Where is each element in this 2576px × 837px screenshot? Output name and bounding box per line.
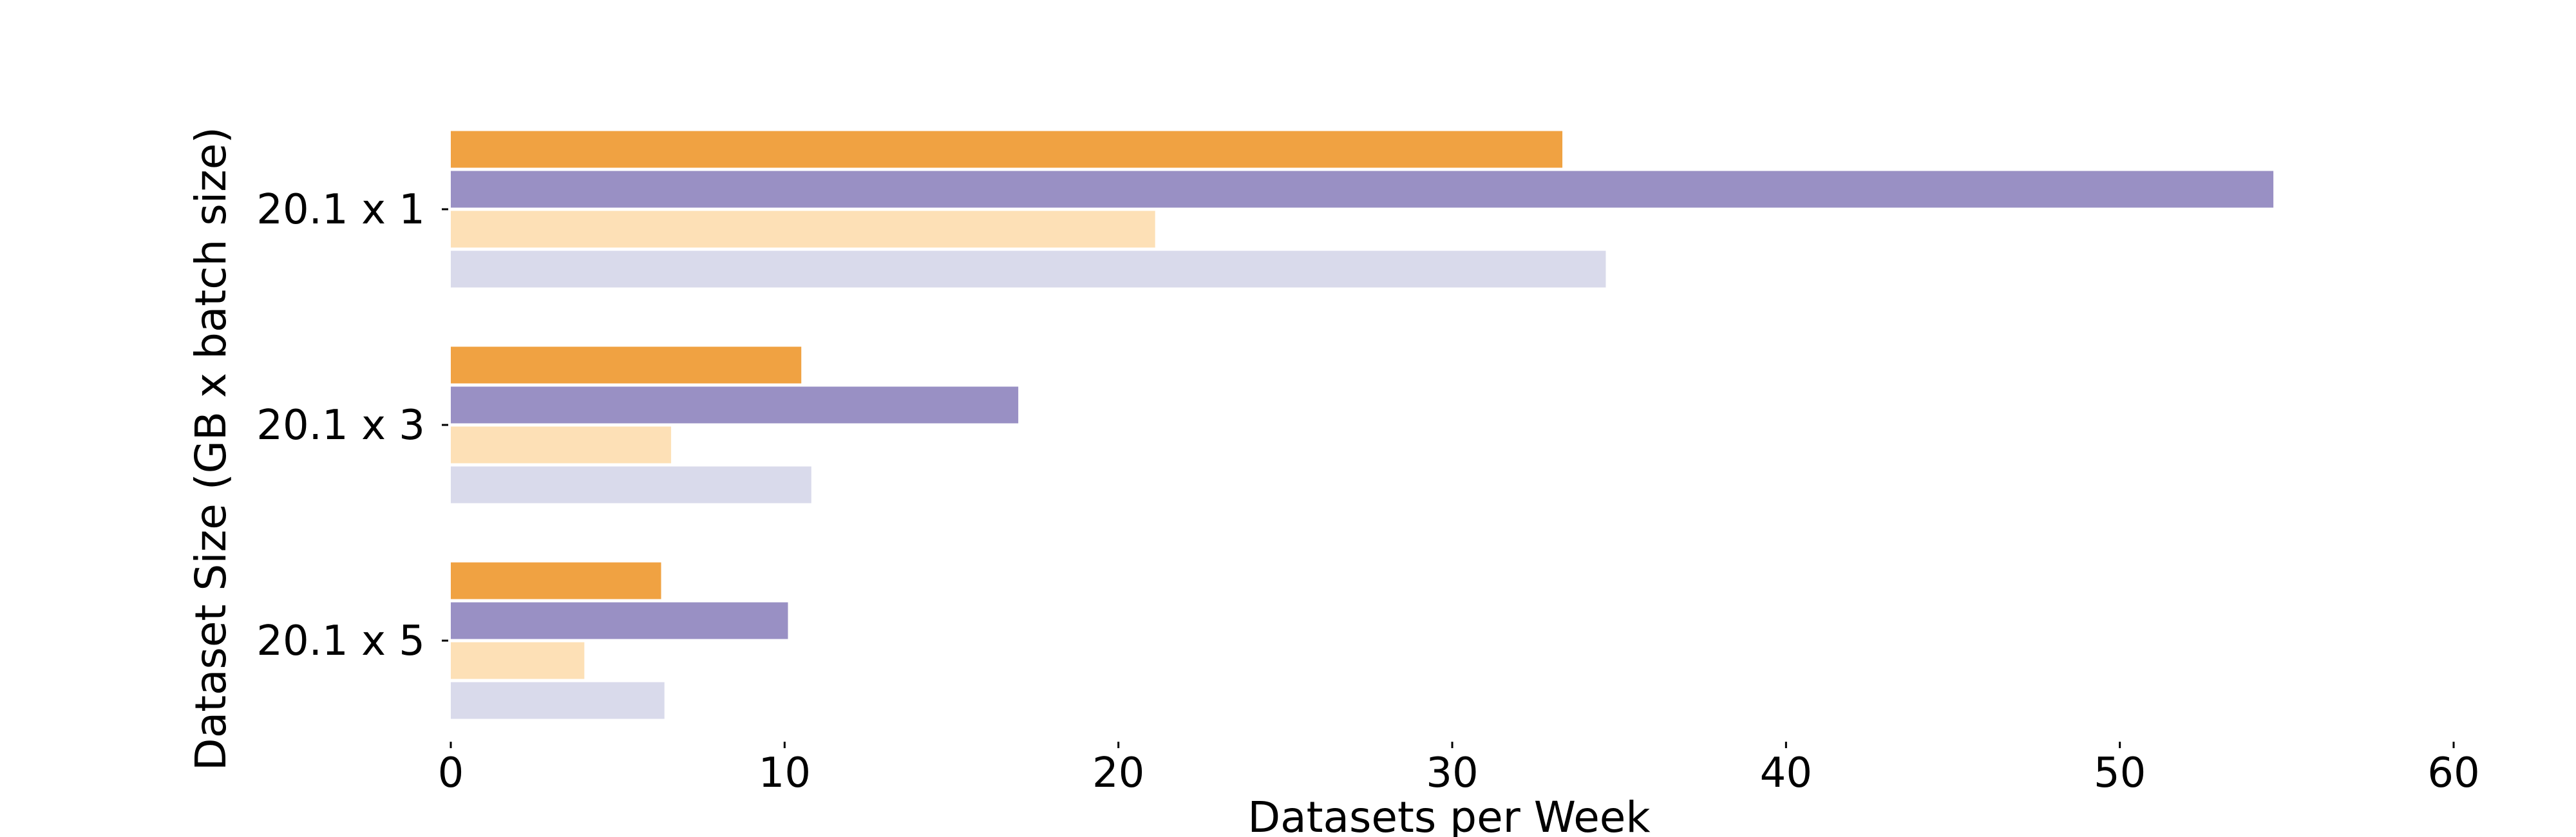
bar-series-1-category-1 [451, 131, 1563, 168]
x-tick-label: 0 [438, 749, 464, 797]
bar-series-4-category-2 [451, 466, 811, 503]
y-axis-label-group: Dataset Size (GB x batch size) [186, 127, 236, 771]
x-ticks-group: 0 10 20 30 40 50 60 [438, 742, 2480, 797]
bar-series-3-category-1 [451, 211, 1155, 248]
y-ticks-group: 20.1 x 1 20.1 x 3 20.1 x 5 [256, 186, 448, 665]
x-tick-label: 40 [1760, 749, 1812, 797]
x-tick-label: 30 [1426, 749, 1478, 797]
x-axis-label: Datasets per Week [1247, 793, 1651, 837]
bar-series-2-category-2 [451, 386, 1019, 424]
y-tick-label: 20.1 x 5 [256, 617, 425, 665]
y-axis-label: Dataset Size (GB x batch size) [186, 127, 236, 771]
bar-series-3-category-3 [451, 642, 585, 679]
x-tick-label: 60 [2427, 749, 2479, 797]
bar-series-4-category-1 [451, 250, 1606, 288]
bar-series-4-category-3 [451, 682, 665, 719]
x-tick-label: 50 [2094, 749, 2146, 797]
bar-series-1-category-2 [451, 346, 802, 384]
y-tick-label: 20.1 x 3 [256, 402, 425, 449]
x-tick-label: 10 [759, 749, 811, 797]
x-tick-label: 20 [1092, 749, 1144, 797]
y-tick-label: 20.1 x 1 [256, 186, 425, 234]
bar-series-3-category-2 [451, 426, 672, 464]
bar-series-2-category-1 [451, 171, 2274, 208]
bars-group [451, 131, 2274, 719]
bar-series-1-category-3 [451, 562, 661, 599]
bar-series-2-category-3 [451, 602, 788, 639]
